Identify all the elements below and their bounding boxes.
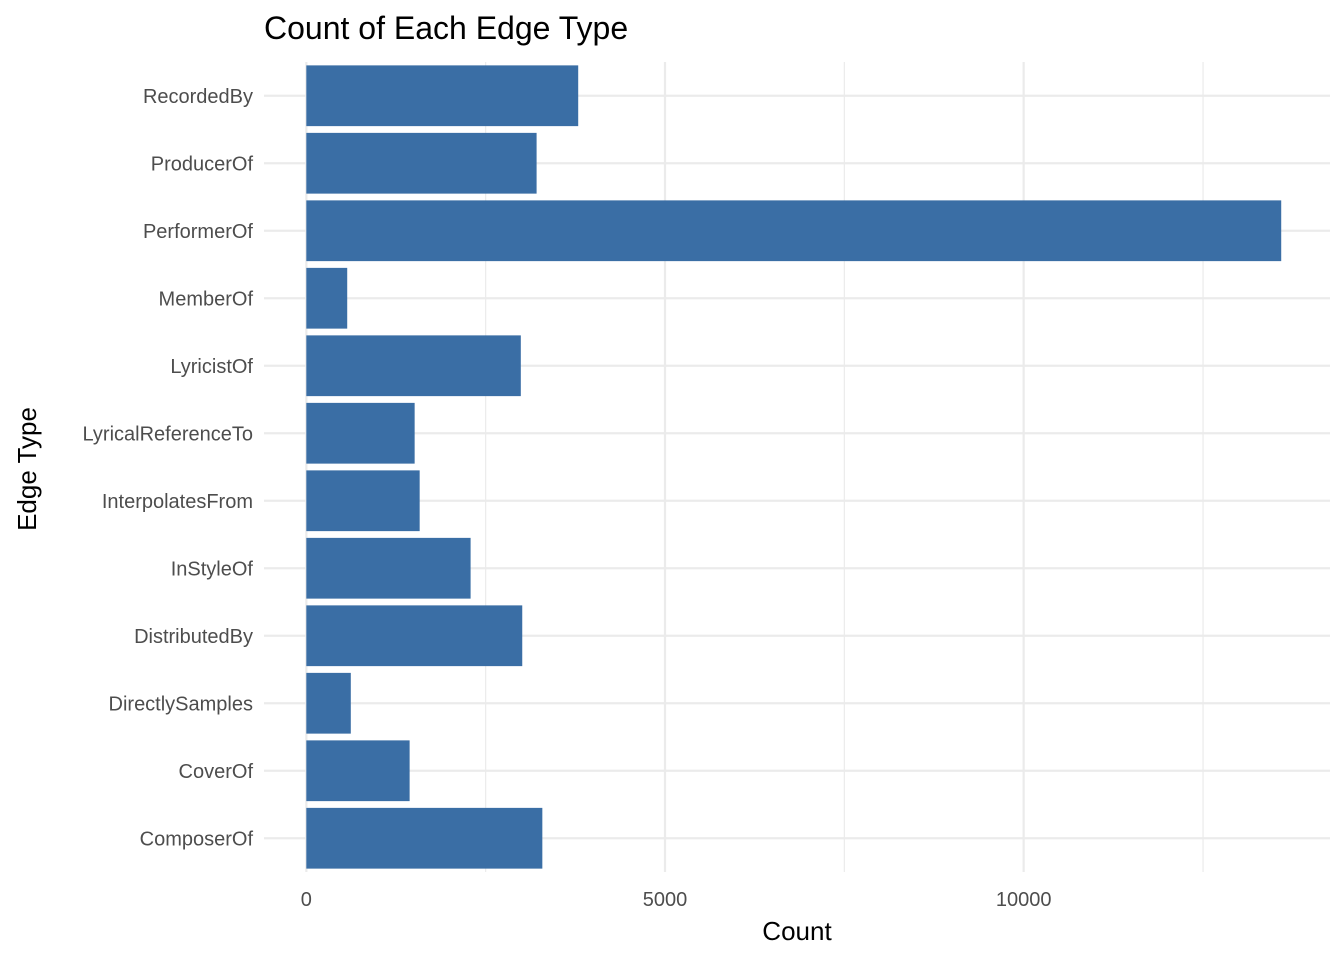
bar [306, 537, 471, 599]
bar [306, 132, 537, 194]
bar [306, 740, 410, 802]
bar [306, 65, 579, 127]
y-tick-label: ComposerOf [140, 828, 254, 850]
y-axis-title: Edge Type [12, 407, 42, 531]
bar [306, 605, 523, 667]
bar [306, 672, 351, 734]
chart-title: Count of Each Edge Type [264, 10, 628, 46]
y-tick-label: MemberOf [159, 288, 254, 310]
x-axis-tick-labels: 0 5000 10000 [301, 889, 1052, 911]
bar [306, 470, 420, 532]
bar [306, 402, 415, 464]
y-tick-label: PerformerOf [143, 221, 253, 243]
y-tick-label: InterpolatesFrom [102, 491, 253, 513]
bar [306, 200, 1282, 262]
bars [306, 65, 1282, 869]
y-tick-label: LyricalReferenceTo [83, 423, 253, 445]
y-axis-tick-labels: RecordedBy ProducerOf PerformerOf MemberOf L… [83, 86, 254, 851]
x-axis-title: Count [762, 916, 832, 946]
bar [306, 335, 521, 397]
y-tick-label: LyricistOf [170, 356, 253, 378]
y-tick-label: DirectlySamples [109, 693, 253, 715]
y-tick-label: ProducerOf [151, 153, 254, 175]
y-tick-label: DistributedBy [134, 626, 253, 648]
x-tick-label: 0 [301, 889, 312, 911]
x-tick-label: 5000 [643, 889, 688, 911]
y-tick-label: RecordedBy [143, 86, 253, 108]
y-tick-label: CoverOf [179, 761, 254, 783]
y-tick-label: InStyleOf [171, 558, 254, 580]
bar [306, 807, 543, 869]
bar [306, 267, 348, 329]
x-tick-label: 10000 [996, 889, 1052, 911]
